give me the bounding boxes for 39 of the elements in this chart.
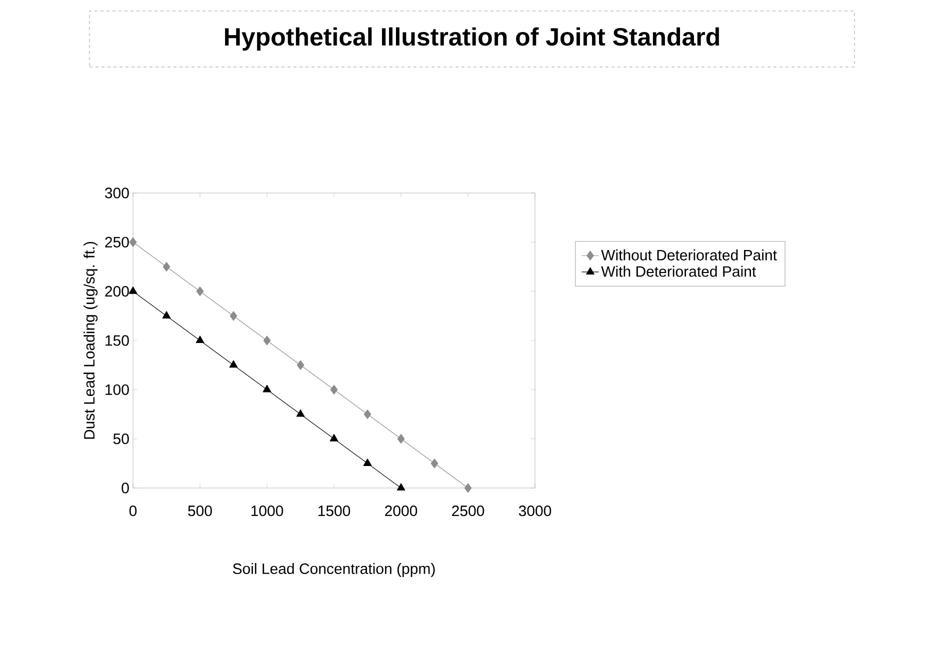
chart-title: Hypothetical Illustration of Joint Standard [225, 27, 720, 51]
point [430, 458, 438, 468]
y-tick-label: 50 [113, 434, 129, 444]
legend-label: With Deteriorated Paint [601, 266, 756, 277]
point [196, 336, 204, 344]
x-tick-label: 500 [188, 506, 212, 516]
point [129, 237, 137, 247]
point [162, 262, 170, 272]
y-tick-label: 250 [105, 236, 129, 248]
y-tick-label: 150 [106, 335, 129, 346]
point [296, 360, 304, 370]
x-tick-label: 1500 [318, 506, 350, 516]
point [330, 384, 338, 394]
y-axis-title: Dust Lead Loading (ug/sq. ft.) [84, 242, 98, 439]
legend-label: Without Deteriorated Paint [601, 249, 777, 260]
x-tick-label: 1000 [251, 506, 284, 516]
point [397, 434, 405, 444]
y-tick-label: 300 [105, 188, 129, 198]
point [128, 286, 138, 294]
point [363, 458, 372, 466]
y-tick-label: 100 [106, 384, 129, 395]
point [296, 409, 305, 417]
point [162, 311, 171, 318]
x-tick-label: 2500 [452, 506, 484, 516]
point [196, 286, 204, 296]
point [262, 384, 272, 392]
y-tick-label: 0 [122, 482, 129, 494]
point [464, 483, 472, 493]
y-tick-label: 200 [105, 286, 129, 297]
point [396, 483, 406, 491]
x-tick-label: 0 [129, 506, 137, 516]
x-tick-label: 3000 [518, 506, 552, 516]
point [263, 336, 271, 346]
x-tick-label: 2000 [385, 506, 418, 516]
point [229, 360, 238, 368]
x-axis-title: Soil Lead Concentration (ppm) [232, 563, 435, 577]
point [230, 311, 238, 321]
point [330, 434, 338, 442]
point [364, 409, 372, 420]
